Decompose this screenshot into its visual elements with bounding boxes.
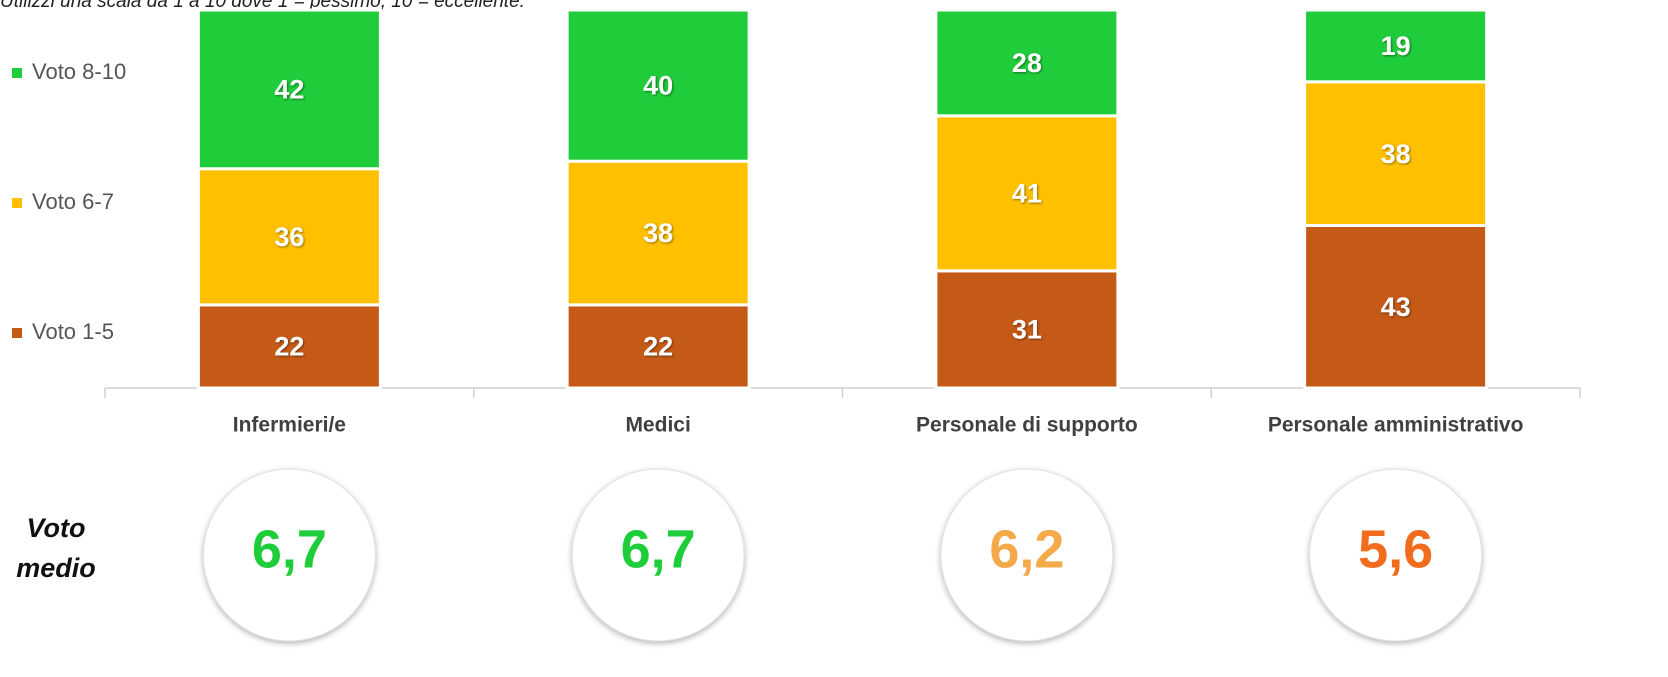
legend-swatch <box>12 68 22 78</box>
data-label: 22 <box>643 332 673 362</box>
data-label: 36 <box>274 222 304 252</box>
average-circle <box>940 468 1114 642</box>
average-title: Voto medio <box>16 513 96 583</box>
data-label: 43 <box>1381 292 1411 322</box>
legend-label: Voto 8-10 <box>32 59 126 84</box>
data-label: 31 <box>1012 315 1042 345</box>
bar-segment <box>1303 80 1489 227</box>
average-label: 6,7 <box>252 519 327 579</box>
x-tick-label: Personale amministrativo <box>1268 414 1524 437</box>
bar-segment <box>1303 223 1489 390</box>
bar-segment <box>934 114 1120 273</box>
data-label: 38 <box>1381 139 1411 169</box>
average-label: 5,6 <box>1358 519 1433 579</box>
x-tick-label: Personale di supporto <box>916 414 1138 437</box>
data-label: 40 <box>643 71 673 101</box>
data-label: 22 <box>274 332 304 362</box>
data-label: 41 <box>1012 178 1042 208</box>
bar-segment <box>934 8 1120 118</box>
legend-label: Voto 1-5 <box>32 319 114 344</box>
bar-segment <box>196 8 382 171</box>
subtitle: Utilizzi una scala da 1 a 10 dove 1 = pe… <box>0 0 525 12</box>
legend-swatch <box>12 198 22 208</box>
average-label: 6,2 <box>989 519 1064 579</box>
data-label: 19 <box>1381 31 1411 61</box>
data-label: 42 <box>274 75 304 105</box>
data-label: 28 <box>1012 48 1042 78</box>
average-circle <box>1309 468 1483 642</box>
x-tick-label: Infermieri/e <box>233 414 346 437</box>
average-circle <box>571 468 745 642</box>
average-label: 6,7 <box>621 519 696 579</box>
average-circle <box>202 468 376 642</box>
legend-swatch <box>12 328 22 338</box>
data-label: 38 <box>643 218 673 248</box>
bar-segment <box>565 8 751 163</box>
bar-segment <box>1303 8 1489 84</box>
legend-label: Voto 6-7 <box>32 189 114 214</box>
x-tick-label: Medici <box>625 414 690 437</box>
